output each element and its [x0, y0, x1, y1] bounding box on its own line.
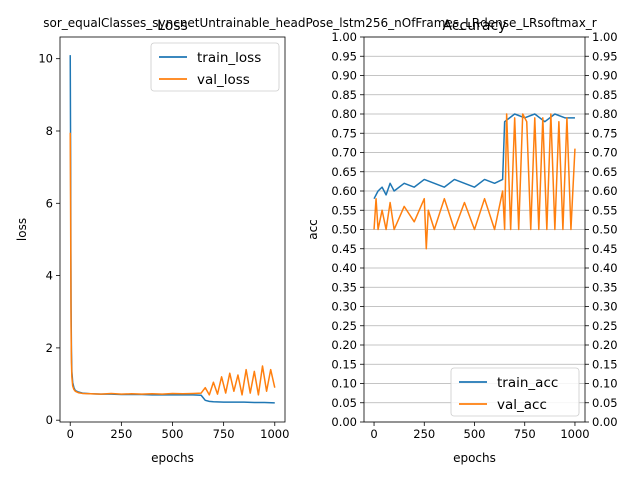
acc-x-tick-label: 750 [514, 427, 536, 441]
acc-y2-tick-label: 0.05 [592, 396, 618, 410]
loss-y-tick-label: 0 [46, 413, 53, 427]
acc-y2-tick-label: 0.80 [592, 107, 618, 121]
acc-y-tick-label: 0.75 [331, 126, 357, 140]
loss-y-tick-label: 8 [46, 124, 53, 138]
acc-x-tick-label: 250 [413, 427, 435, 441]
acc-y-tick-label: 0.20 [331, 338, 357, 352]
acc-y2-tick-label: 0.95 [592, 49, 618, 63]
loss-y-tick-label: 6 [46, 196, 53, 210]
loss-x-axis-label: epochs [151, 451, 194, 465]
acc-y-tick-label: 0.60 [331, 184, 357, 198]
acc-legend: train_acc val_acc [450, 367, 580, 417]
figure-suptitle: sor_equalClasses_syncnetUntrainable_head… [43, 16, 597, 30]
acc-y-tick-label: 0.85 [331, 88, 357, 102]
acc-y2-tick-label: 0.40 [592, 261, 618, 275]
acc-y2-tick-label: 0.55 [592, 203, 618, 217]
acc-y2-tick-label: 0.45 [592, 242, 618, 256]
loss-x-tick-label: 750 [213, 427, 235, 441]
acc-y2-tick-label: 0.15 [592, 357, 618, 371]
acc-y2-tick-label: 0.60 [592, 184, 618, 198]
acc-y2-tick-label: 0.70 [592, 146, 618, 160]
acc-x-tick-label: 0 [370, 427, 377, 441]
acc-y2-tick-label: 0.35 [592, 280, 618, 294]
acc-legend-label: train_acc [497, 375, 558, 391]
acc-y-tick-label: 0.65 [331, 165, 357, 179]
acc-y-tick-label: 0.10 [331, 377, 357, 391]
loss-chart: 0 250 500 750 1000 0 2 4 6 8 10 Loss epochs loss train… [15, 18, 289, 465]
acc-y2-tick-label: 0.90 [592, 69, 618, 83]
acc-legend-label: val_acc [497, 397, 547, 413]
acc-y2-tick-label: 0.65 [592, 165, 618, 179]
loss-x-tick-label: 1000 [260, 427, 289, 441]
acc-y2-tick-label: 0.75 [592, 126, 618, 140]
acc-y2-tick-label: 0.25 [592, 319, 618, 333]
acc-y-tick-label: 1.00 [331, 30, 357, 44]
acc-y-tick-label: 0.15 [331, 357, 357, 371]
loss-legend: train_loss val_loss [150, 42, 280, 92]
loss-chart-title: Loss [157, 18, 188, 34]
loss-legend-label: train_loss [197, 50, 261, 66]
loss-x-tick-label: 500 [162, 427, 184, 441]
acc-y2-tick-label: 0.20 [592, 338, 618, 352]
acc-y-tick-label: 0.40 [331, 261, 357, 275]
acc-x-tick-label: 1000 [560, 427, 589, 441]
loss-series-val-loss-line [69, 132, 276, 396]
acc-series-train-acc-line [373, 113, 575, 200]
acc-y-tick-label: 0.25 [331, 319, 357, 333]
acc-y-tick-label: 0.50 [331, 223, 357, 237]
acc-y-tick-label: 0.30 [331, 300, 357, 314]
acc-y-tick-label: 0.45 [331, 242, 357, 256]
acc-y-tick-label: 0.95 [331, 49, 357, 63]
acc-y2-tick-label: 0.85 [592, 88, 618, 102]
acc-x-tick-label: 500 [464, 427, 486, 441]
loss-y-tick-label: 2 [46, 341, 53, 355]
acc-y-tick-label: 0.80 [331, 107, 357, 121]
acc-y-tick-label: 0.90 [331, 69, 357, 83]
acc-y2-tick-label: 0.30 [592, 300, 618, 314]
acc-y2-tick-label: 0.50 [592, 223, 618, 237]
loss-y-axis-label: loss [15, 218, 29, 241]
acc-y2-tick-label: 1.00 [592, 30, 618, 44]
acc-y-tick-label: 0.05 [331, 396, 357, 410]
acc-y2-tick-label: 0.10 [592, 377, 618, 391]
acc-y-axis-label: acc [306, 219, 320, 240]
loss-y-tick-label: 4 [46, 269, 53, 283]
acc-x-axis-label: epochs [453, 451, 496, 465]
loss-legend-label: val_loss [197, 72, 250, 88]
acc-y-tick-label: 0.55 [331, 203, 357, 217]
acc-chart-title: Accuracy [443, 18, 507, 34]
loss-x-tick-label: 250 [110, 427, 132, 441]
acc-y-tick-label: 0.70 [331, 146, 357, 160]
acc-y-tick-label: 0.00 [331, 415, 357, 429]
acc-y2-tick-label: 0.00 [592, 415, 618, 429]
loss-x-tick-label: 0 [67, 427, 74, 441]
loss-y-tick-label: 10 [38, 52, 53, 66]
acc-y-tick-label: 0.35 [331, 280, 357, 294]
acc-series-val-acc-line [373, 113, 576, 250]
